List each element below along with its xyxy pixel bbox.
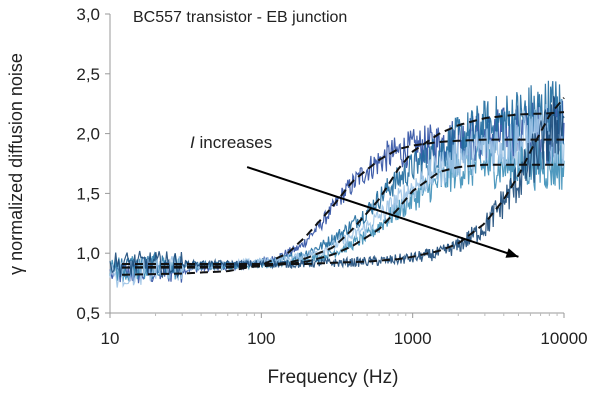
fit-curve-3 — [122, 163, 564, 269]
fit-curve-1 — [122, 138, 564, 276]
fit-curve-4 — [122, 97, 565, 265]
noise-series-5 — [109, 95, 565, 280]
x-axis-label: Frequency (Hz) — [268, 367, 399, 388]
y-tick-label: 3,0 — [76, 5, 100, 24]
fit-curves-group — [121, 97, 565, 276]
annotation-label-italic: I — [190, 133, 195, 152]
y-tick-label: 2,5 — [76, 65, 100, 84]
x-tick-label: 10 — [101, 329, 120, 348]
annotation-label: I increases — [190, 133, 272, 152]
annotation-group: I increases — [190, 133, 519, 258]
noise-series-group — [109, 80, 565, 289]
noise-series-3 — [109, 139, 565, 282]
fit-curve-2 — [121, 111, 565, 269]
y-tick-label: 1,5 — [76, 184, 100, 203]
y-axis-label: γ normalized diffusion noise — [6, 53, 26, 275]
noise-series-4 — [109, 99, 565, 289]
y-tick-label: 1,0 — [76, 244, 100, 263]
y-tick-label: 2,0 — [76, 125, 100, 144]
x-tick-label: 1000 — [394, 329, 432, 348]
x-tick-label: 100 — [247, 329, 275, 348]
annotation-arrow-head — [505, 248, 519, 258]
y-tick-label: 0,5 — [76, 304, 100, 323]
annotation-arrow-line — [246, 166, 519, 258]
x-tick-label: 10000 — [540, 329, 587, 348]
axes: 0,5 1,0 1,5 2,0 2,5 3,0 10 100 1000 10000 — [76, 5, 587, 348]
annotation-label-rest: increases — [195, 133, 272, 152]
noise-series-1 — [109, 97, 565, 284]
chart-title: BC557 transistor - EB junction — [133, 9, 347, 26]
